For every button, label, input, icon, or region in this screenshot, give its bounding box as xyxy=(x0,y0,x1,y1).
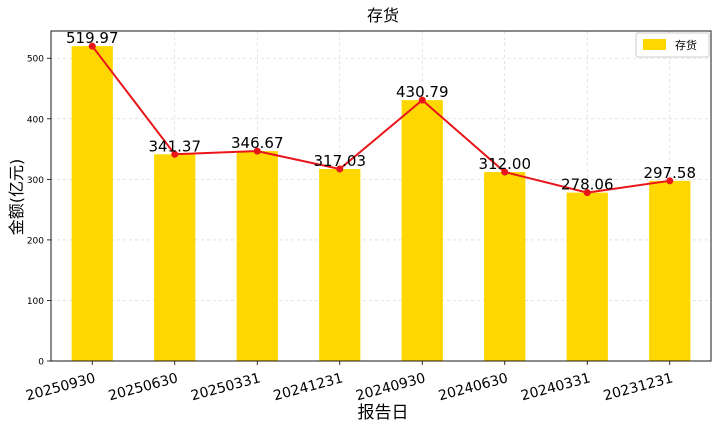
bar xyxy=(401,100,443,362)
data-label: 278.06 xyxy=(561,176,614,194)
line-point xyxy=(418,96,426,104)
y-tick-label: 200 xyxy=(27,236,44,246)
data-label: 519.97 xyxy=(66,29,119,47)
line-point xyxy=(336,165,344,173)
data-label: 430.79 xyxy=(396,83,449,101)
x-tick-label: 20231231 xyxy=(602,370,675,404)
y-tick-label: 500 xyxy=(27,55,44,65)
x-tick-label: 20250630 xyxy=(107,370,180,404)
data-labels: 519.97 341.37 346.67 317.03 430.79 312.00 278.… xyxy=(66,29,696,193)
plot-frame xyxy=(50,30,712,362)
data-label: 317.03 xyxy=(314,152,367,170)
y-tick-label: 0 xyxy=(38,358,44,368)
bar-series xyxy=(71,46,691,362)
y-axis-label: 金额(亿元) xyxy=(7,159,26,236)
line-point xyxy=(501,168,509,176)
x-tick-label: 20240331 xyxy=(519,370,592,404)
bar xyxy=(649,180,691,361)
line-point xyxy=(583,189,591,197)
line-point xyxy=(253,147,261,155)
legend-swatch xyxy=(643,39,666,50)
bar xyxy=(484,172,526,361)
x-tick-label: 20240630 xyxy=(437,370,510,404)
line-series xyxy=(88,42,674,197)
line-point xyxy=(88,42,96,50)
data-label: 346.67 xyxy=(231,134,284,152)
bar xyxy=(236,151,278,361)
line-point xyxy=(171,150,179,158)
bar xyxy=(154,154,196,361)
bar xyxy=(566,192,608,361)
x-tick-label: 20250331 xyxy=(189,370,262,404)
data-label: 341.37 xyxy=(149,137,202,155)
x-axis-label: 报告日 xyxy=(358,403,409,423)
line-point xyxy=(666,177,674,185)
x-tick-label: 20240930 xyxy=(354,370,427,404)
y-tick-label: 300 xyxy=(27,176,44,186)
y-tick-label: 100 xyxy=(27,297,44,307)
x-tick-label: 20250930 xyxy=(24,370,97,404)
bar xyxy=(319,169,361,361)
line-path xyxy=(91,45,670,194)
legend-label: 存货 xyxy=(675,38,697,52)
chart-title: 存货 xyxy=(367,6,399,25)
bar xyxy=(71,46,113,361)
x-tick-label: 20241231 xyxy=(272,370,345,404)
grid-lines xyxy=(51,31,711,362)
y-tick-label: 400 xyxy=(27,115,44,125)
data-label: 312.00 xyxy=(479,155,532,173)
data-label: 297.58 xyxy=(644,164,697,182)
legend: 存货 xyxy=(635,32,710,58)
